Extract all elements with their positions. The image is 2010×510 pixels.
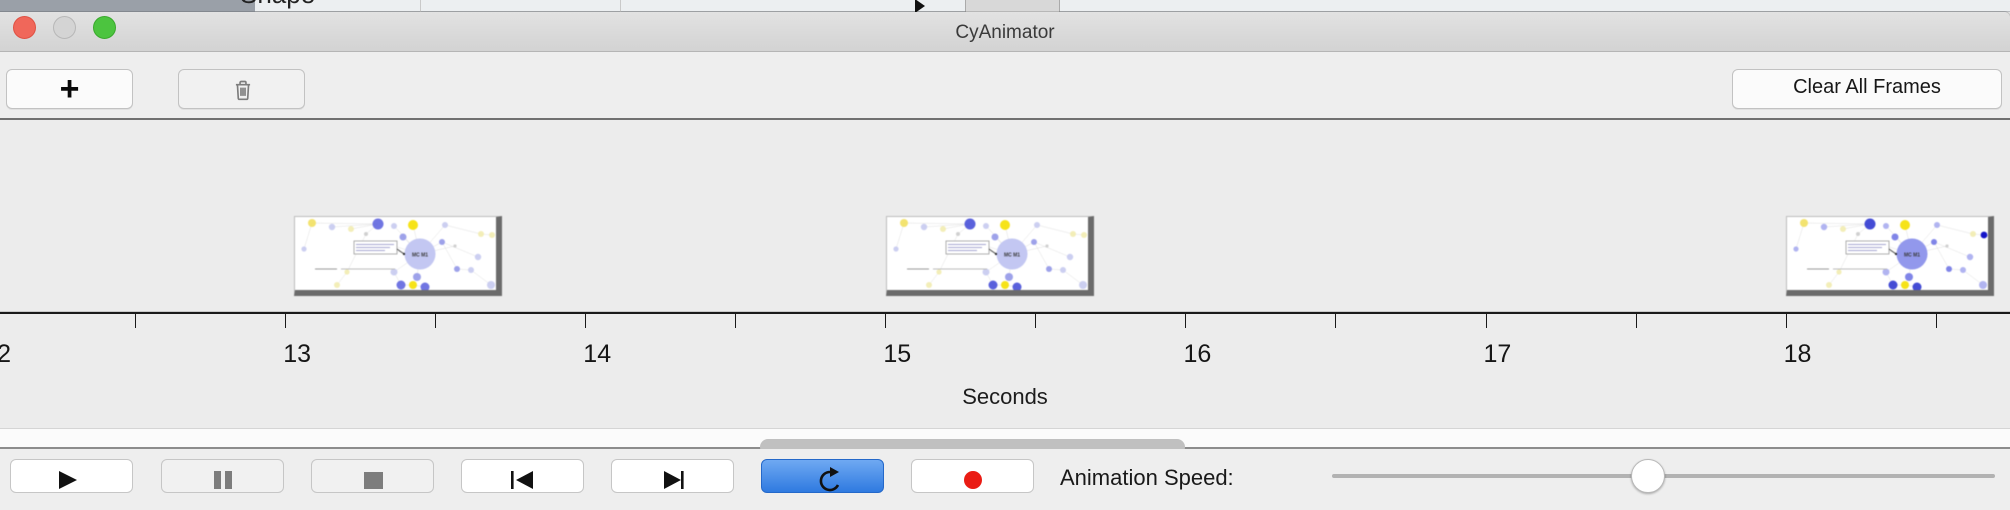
- svg-text:MC M1: MC M1: [1004, 253, 1020, 259]
- svg-text:MC M1: MC M1: [1904, 253, 1920, 259]
- svg-text:MC M1: MC M1: [412, 253, 428, 259]
